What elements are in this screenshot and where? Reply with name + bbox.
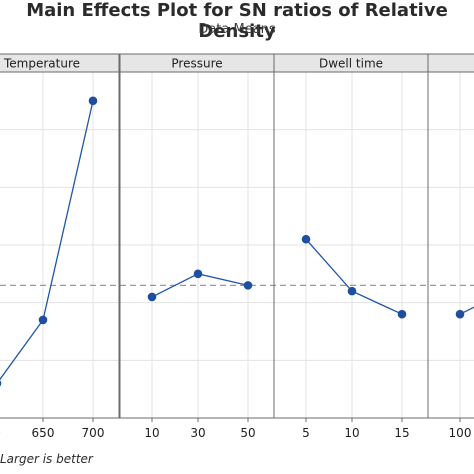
panel-border [0, 71, 120, 419]
chart-title: Main Effects Plot for SN ratios of Relat… [26, 0, 448, 42]
x-tick-label: 100 [449, 426, 472, 440]
panel-header-label: Pressure [171, 57, 222, 71]
x-tick-label: 15 [394, 426, 409, 440]
x-tick-label: 650 [32, 426, 55, 440]
panel-header-label: Dwell time [319, 57, 383, 71]
data-point [193, 269, 203, 279]
chart-subtitle: Data Means [198, 22, 276, 37]
x-tick-label: 0 [0, 426, 1, 440]
x-tick-label: 50 [240, 426, 255, 440]
data-point [38, 315, 48, 325]
x-tick-label: 10 [344, 426, 359, 440]
x-tick-label: 30 [190, 426, 205, 440]
x-tick-label: 700 [82, 426, 105, 440]
x-tick-label: 10 [144, 426, 159, 440]
data-point [0, 380, 2, 387]
data-point [301, 234, 311, 244]
data-point [147, 292, 157, 302]
data-point [397, 309, 407, 319]
panel-header [427, 53, 474, 73]
x-tick-label: 5 [302, 426, 310, 440]
data-point [88, 96, 98, 106]
data-point [347, 286, 357, 296]
data-point [455, 309, 465, 319]
data-point [243, 281, 253, 290]
panel-border [427, 71, 474, 419]
footnote: Larger is better [0, 452, 93, 466]
panel-header-label: Temperature [3, 57, 80, 71]
